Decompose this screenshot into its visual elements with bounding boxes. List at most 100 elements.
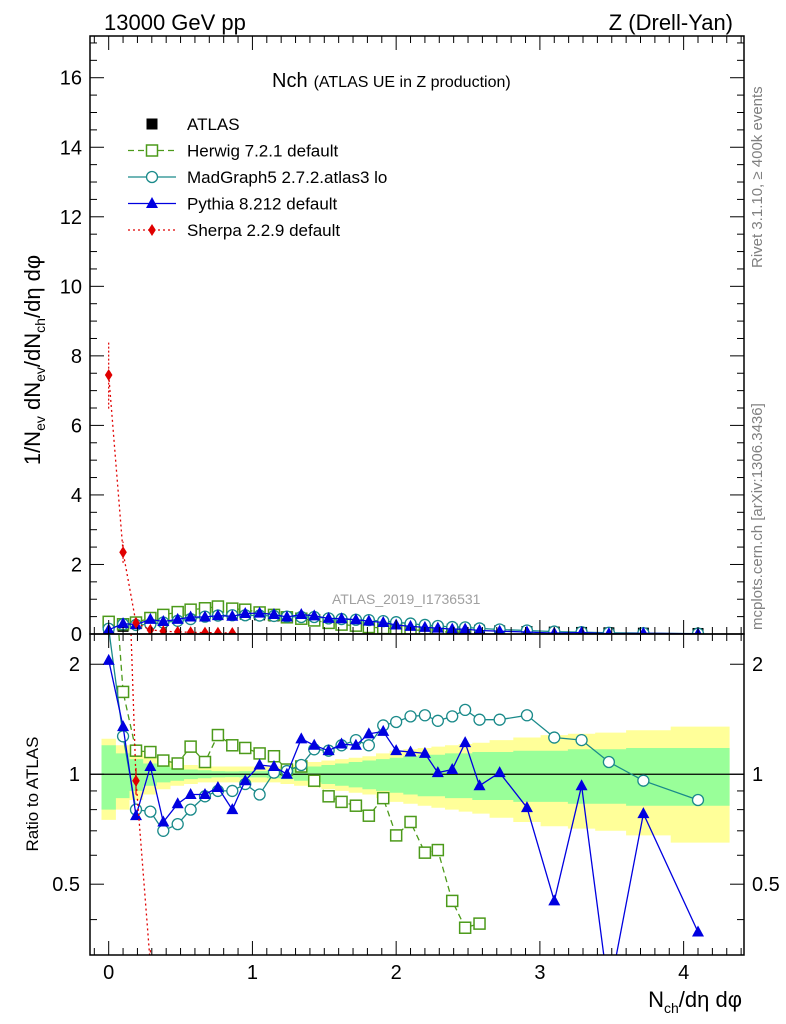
sherpa-errors bbox=[108, 341, 124, 563]
legend-entry: ATLAS bbox=[146, 115, 240, 134]
ratio-point bbox=[431, 843, 445, 857]
main-point bbox=[173, 625, 182, 634]
ratio-point bbox=[184, 740, 197, 753]
ratio-point bbox=[157, 815, 170, 827]
legend-entry: Sherpa 2.2.9 default bbox=[128, 221, 340, 240]
ratio-point bbox=[322, 744, 335, 756]
ratio-point bbox=[226, 739, 239, 752]
y-tick-label: 12 bbox=[60, 207, 82, 229]
main-series-3 bbox=[102, 606, 702, 634]
main-point bbox=[201, 626, 209, 634]
ratio-point bbox=[211, 780, 224, 792]
ratio-point bbox=[404, 745, 417, 757]
x-tick-label: 1 bbox=[247, 962, 258, 984]
main-point bbox=[308, 609, 321, 621]
ratio-point bbox=[445, 894, 459, 908]
ratio-point bbox=[144, 759, 157, 771]
ratio-point bbox=[691, 793, 705, 807]
ratio-point bbox=[520, 709, 534, 722]
ratio-point bbox=[520, 801, 533, 813]
mcplots-label: mcplots.cern.ch [arXiv:1306.3436] bbox=[749, 403, 766, 630]
ratio-point bbox=[418, 746, 431, 758]
ratio-point bbox=[446, 763, 459, 775]
ratio-y-tick-label: 1 bbox=[69, 764, 80, 786]
ratio-point bbox=[390, 715, 403, 729]
ratio-series-2 bbox=[102, 653, 705, 999]
main-point bbox=[184, 610, 197, 622]
ratio-point bbox=[198, 755, 212, 769]
ratio-point bbox=[253, 758, 266, 770]
ratio-point bbox=[335, 795, 348, 809]
y-tick-label: 14 bbox=[60, 137, 82, 159]
ratio-y-tick-label-right: 1 bbox=[752, 764, 763, 786]
main-point bbox=[280, 610, 293, 622]
ratio-point bbox=[418, 709, 432, 722]
x-axis-label: Nch/dη dφ bbox=[648, 987, 742, 1016]
ratio-y-tick-label-right: 0.5 bbox=[752, 874, 780, 896]
ratio-point bbox=[211, 728, 225, 742]
x-tick-label: 2 bbox=[391, 962, 402, 984]
ratio-y-tick-label-right: 2 bbox=[752, 654, 763, 676]
main-point bbox=[605, 627, 613, 634]
ratio-point bbox=[603, 988, 615, 999]
main-point bbox=[322, 611, 335, 623]
main-point bbox=[522, 625, 532, 634]
main-point bbox=[404, 619, 417, 631]
y-tick-label: 4 bbox=[71, 485, 82, 507]
ratio-panel: 0 1 2 3 4 0.5 0.5 1 1 2 2 bbox=[52, 633, 780, 999]
y-tick-label: 6 bbox=[71, 415, 82, 437]
main-point bbox=[349, 613, 362, 625]
main-point bbox=[119, 546, 127, 559]
y-tick-label: 16 bbox=[60, 68, 82, 90]
main-ylabel: 1/Nev dNev/dNch/dη dφ bbox=[20, 255, 48, 465]
ratio-point bbox=[404, 710, 417, 723]
ratio-point bbox=[637, 807, 650, 819]
ratio-point bbox=[238, 741, 252, 755]
main-line-4 bbox=[108, 374, 233, 634]
header-left: 13000 GeV pp bbox=[104, 10, 246, 35]
ratio-point bbox=[102, 653, 115, 665]
ratio-point bbox=[295, 732, 308, 744]
ratio-point bbox=[458, 921, 472, 934]
main-point bbox=[446, 622, 459, 634]
ratio-point bbox=[307, 774, 321, 787]
legend-marker bbox=[145, 170, 159, 184]
ratio-point bbox=[349, 799, 363, 812]
y-tick-label: 10 bbox=[60, 276, 82, 298]
ratio-point bbox=[418, 846, 432, 859]
ratio-band-inner bbox=[101, 745, 730, 810]
ratio-point bbox=[431, 766, 444, 778]
main-point bbox=[431, 621, 444, 633]
main-point bbox=[198, 610, 211, 622]
ratio-point bbox=[144, 805, 157, 818]
ratio-y-tick-label: 0.5 bbox=[52, 874, 80, 896]
ratio-point bbox=[548, 731, 561, 744]
ratio-point bbox=[362, 727, 375, 739]
ratio-point bbox=[431, 714, 444, 727]
ratio-series-1 bbox=[105, 634, 705, 837]
main-point bbox=[132, 616, 140, 629]
ratio-y-tick-label: 2 bbox=[69, 654, 80, 676]
main-point bbox=[418, 620, 431, 632]
ratio-series bbox=[102, 634, 705, 999]
ratio-ylabel: Ratio to ATLAS bbox=[23, 737, 42, 852]
ratio-point bbox=[575, 733, 588, 747]
rivet-label: Rivet 3.1.10, ≥ 400k events bbox=[749, 86, 766, 268]
ratio-point bbox=[184, 803, 197, 816]
analysis-watermark: ATLAS_2019_I1736531 bbox=[332, 591, 481, 607]
main-series bbox=[102, 368, 705, 634]
ratio-point bbox=[493, 766, 506, 778]
main-series-4 bbox=[104, 368, 237, 634]
legend-marker bbox=[146, 197, 158, 208]
legend-label: MadGraph5 2.7.2.atlas3 lo bbox=[187, 168, 387, 187]
ratio-point bbox=[637, 774, 650, 787]
ratio-point bbox=[147, 959, 155, 971]
main-point bbox=[335, 612, 348, 624]
main-point bbox=[362, 614, 375, 626]
ratio-point bbox=[377, 724, 390, 736]
ratio-series-0 bbox=[116, 634, 486, 934]
legend-marker bbox=[145, 144, 159, 157]
main-point bbox=[214, 626, 222, 634]
legend-entry: MadGraph5 2.7.2.atlas3 lo bbox=[128, 168, 387, 187]
ratio-point bbox=[295, 758, 308, 772]
